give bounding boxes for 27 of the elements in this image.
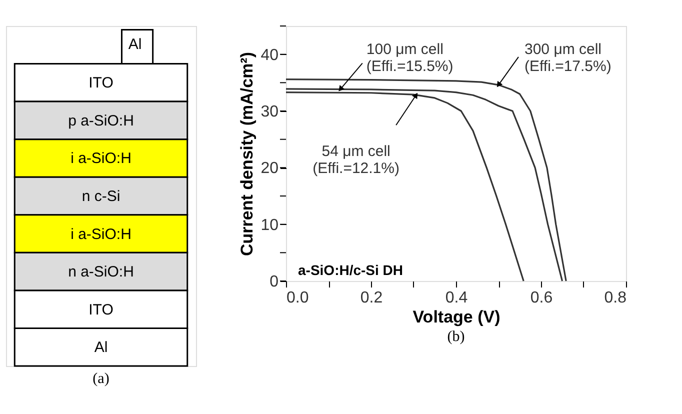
- y-tick-label: 20: [260, 160, 279, 178]
- x-tick-label: 0.0: [286, 290, 309, 306]
- category-label: Al: [94, 339, 108, 356]
- y-tick-label: 30: [260, 104, 279, 120]
- annotation: a-SiO:H/c-Si DH: [298, 262, 404, 278]
- category-label: ITO: [88, 74, 114, 92]
- text: (a): [92, 370, 110, 387]
- category-label: n a-SiO:H: [68, 264, 134, 281]
- y-tick-label: 40: [260, 46, 279, 64]
- category-label: i a-SiO:H: [70, 226, 132, 243]
- y-axis-title: Current density (mA/cm²): [238, 52, 257, 256]
- annotation: 100 μm cell (Effi.=15.5%): [366, 41, 454, 76]
- annotation: 300 μm cell (Effi.=17.5%): [524, 40, 612, 75]
- x-tick-label: 0.8: [604, 290, 627, 306]
- y-tick-label: 10: [260, 216, 279, 234]
- x-tick-label: 0.2: [360, 290, 383, 306]
- x-tick-label: 0.6: [530, 290, 553, 306]
- annotation: 54 μm cell (Effi.=12.1%): [312, 143, 400, 178]
- text: Al: [128, 36, 142, 53]
- category-label: i a-SiO:H: [70, 150, 132, 168]
- text: (b): [447, 329, 465, 345]
- category-label: n c-Si: [82, 188, 120, 205]
- x-tick-label: 0.4: [445, 290, 468, 306]
- category-label: p a-SiO:H: [68, 112, 134, 130]
- category-label: ITO: [88, 301, 114, 318]
- y-tick-label: 0: [270, 274, 279, 290]
- x-axis-title: Voltage (V): [412, 308, 500, 326]
